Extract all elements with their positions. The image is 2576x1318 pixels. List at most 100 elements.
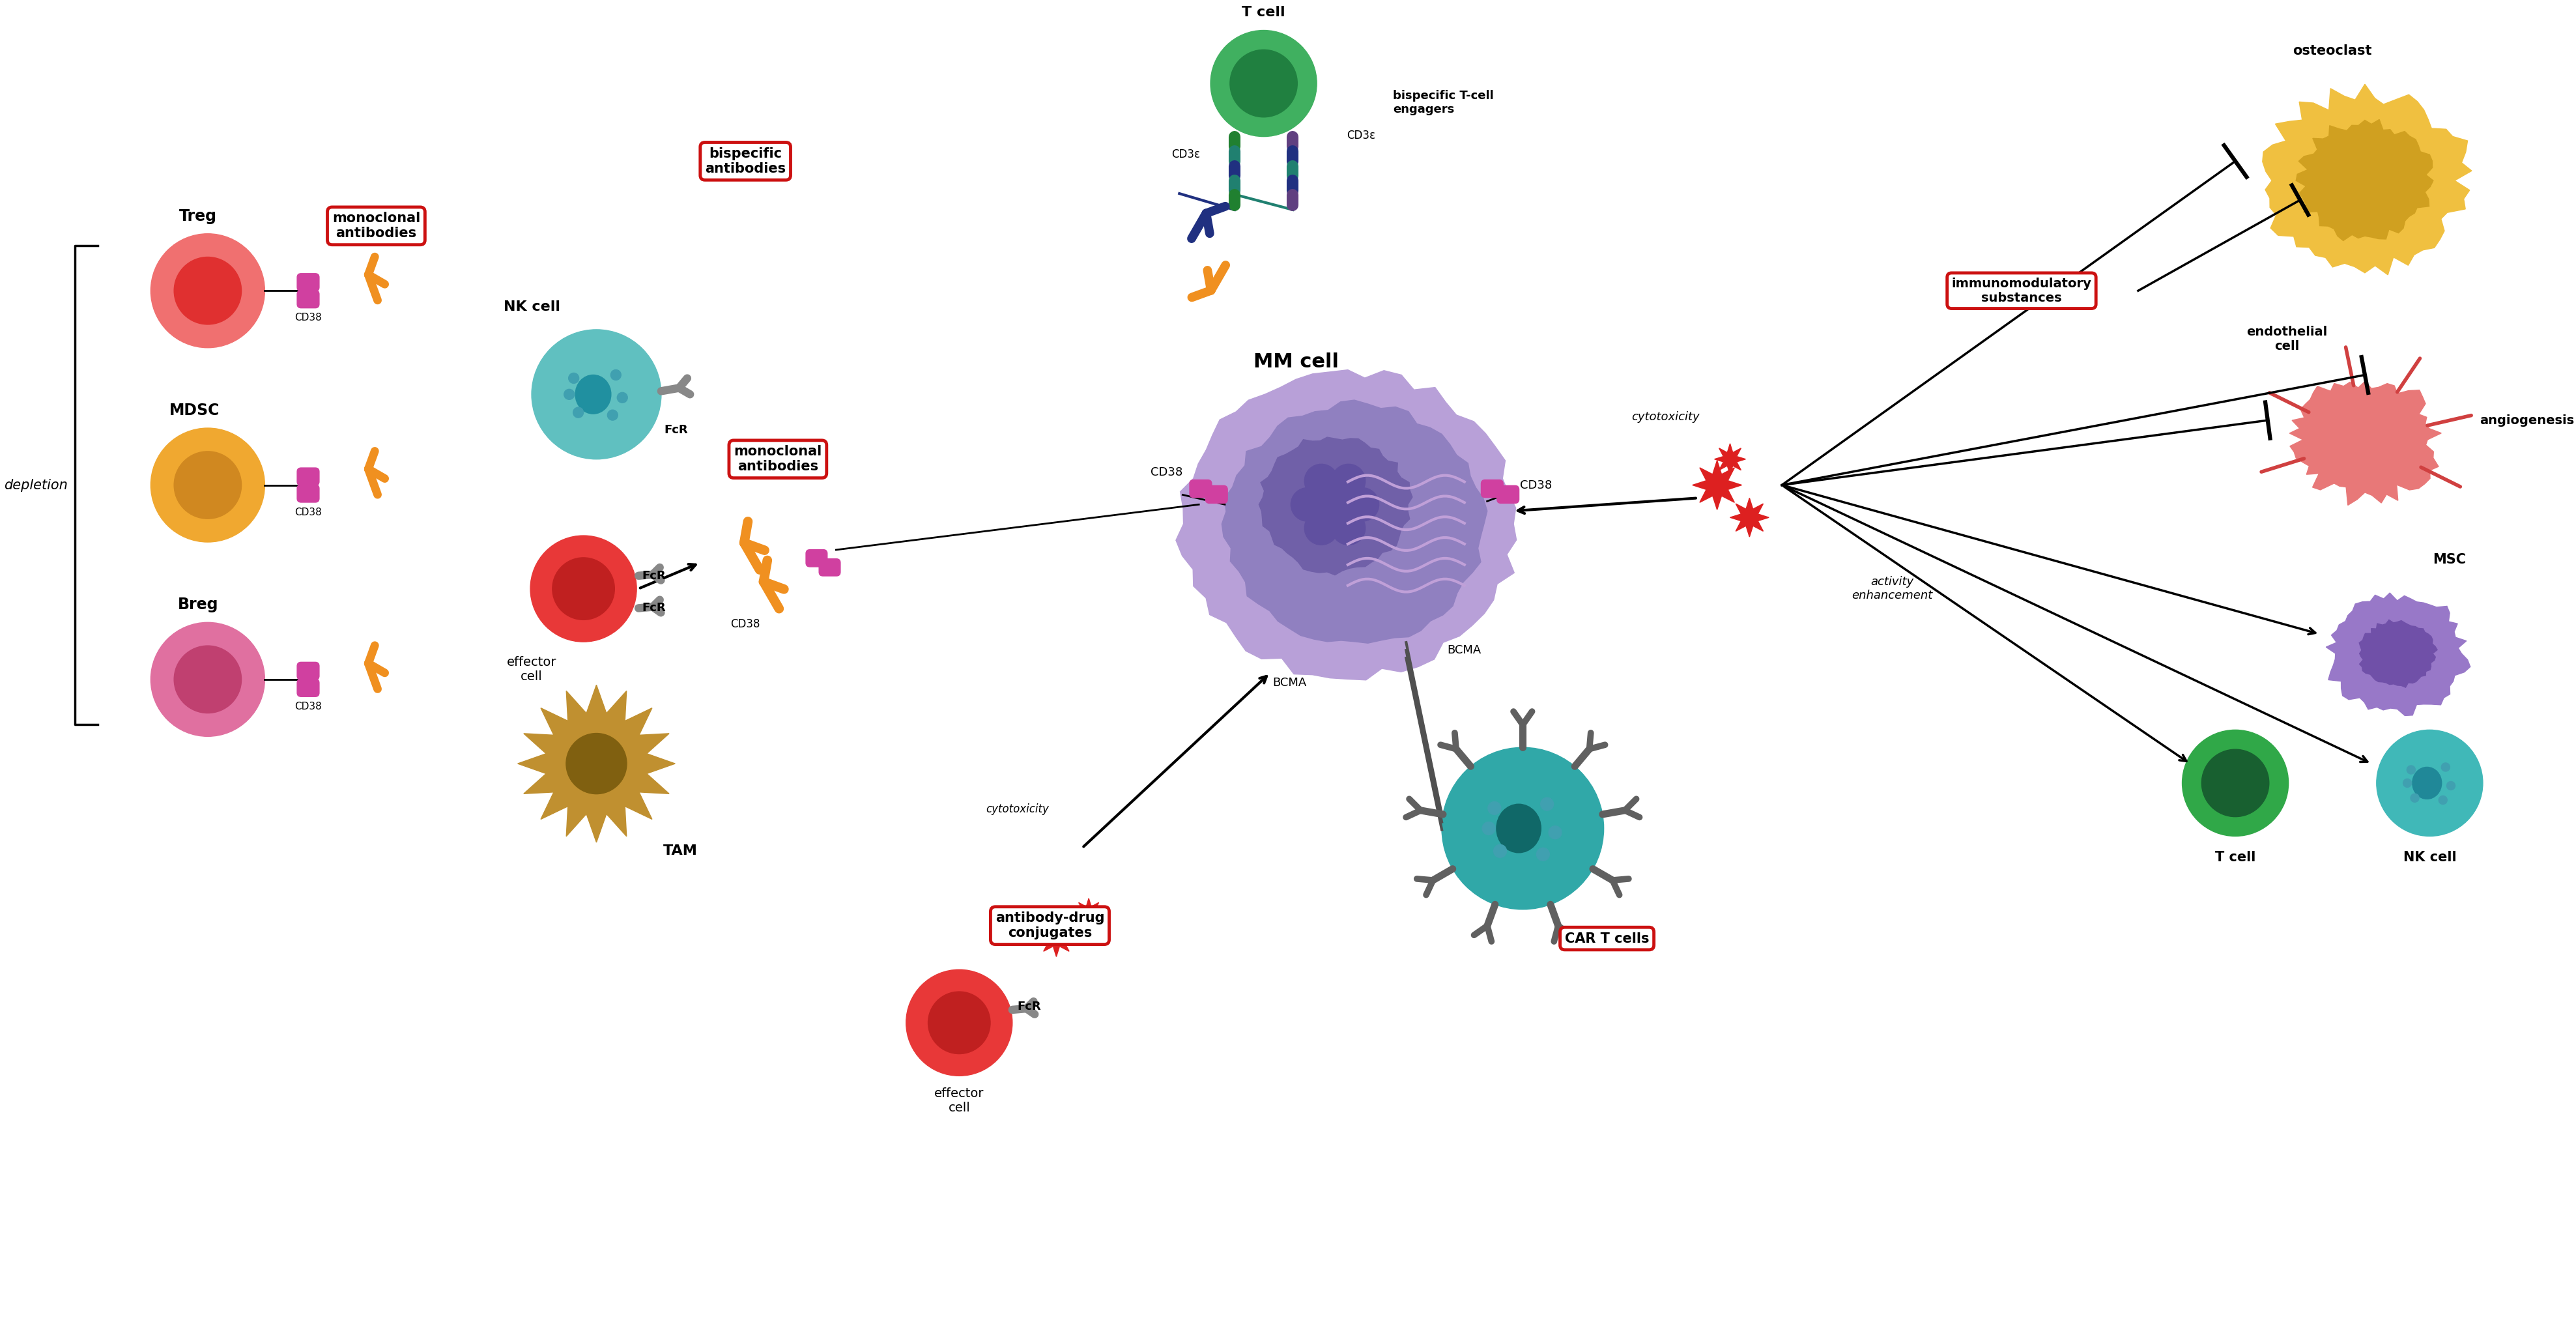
Circle shape bbox=[1332, 464, 1365, 498]
Text: CAR T cells: CAR T cells bbox=[1564, 932, 1649, 945]
Text: CD3ε: CD3ε bbox=[1172, 149, 1200, 161]
Text: FcR: FcR bbox=[641, 602, 665, 614]
Text: bispecific
antibodies: bispecific antibodies bbox=[706, 148, 786, 175]
Text: angiogenesis: angiogenesis bbox=[2481, 414, 2573, 427]
Text: T cell: T cell bbox=[1242, 5, 1285, 18]
Circle shape bbox=[2439, 796, 2447, 804]
Text: CD38: CD38 bbox=[294, 314, 322, 323]
Circle shape bbox=[569, 373, 580, 384]
Text: immunomodulatory
substances: immunomodulatory substances bbox=[1953, 277, 2092, 304]
Circle shape bbox=[1548, 826, 1561, 840]
Polygon shape bbox=[1716, 444, 1747, 474]
Circle shape bbox=[1321, 490, 1350, 519]
Circle shape bbox=[567, 733, 626, 793]
Polygon shape bbox=[2262, 84, 2473, 275]
Circle shape bbox=[1229, 50, 1298, 117]
Circle shape bbox=[608, 410, 618, 420]
Circle shape bbox=[1494, 845, 1507, 858]
Polygon shape bbox=[2290, 381, 2442, 505]
Circle shape bbox=[2447, 782, 2455, 789]
FancyBboxPatch shape bbox=[296, 662, 319, 680]
Polygon shape bbox=[1260, 438, 1412, 575]
Polygon shape bbox=[1221, 401, 1486, 643]
Circle shape bbox=[1211, 30, 1316, 137]
FancyBboxPatch shape bbox=[1481, 480, 1504, 497]
Circle shape bbox=[2403, 779, 2411, 787]
Circle shape bbox=[2378, 730, 2483, 836]
Circle shape bbox=[1303, 464, 1337, 498]
Ellipse shape bbox=[574, 374, 611, 414]
Text: FcR: FcR bbox=[665, 424, 688, 436]
Circle shape bbox=[2202, 750, 2269, 817]
Text: MM cell: MM cell bbox=[1255, 352, 1340, 372]
Ellipse shape bbox=[2411, 767, 2442, 799]
FancyBboxPatch shape bbox=[1190, 480, 1211, 497]
Polygon shape bbox=[2326, 593, 2470, 716]
Text: cytotoxicity: cytotoxicity bbox=[1631, 411, 1700, 423]
Text: CD38: CD38 bbox=[294, 507, 322, 517]
Circle shape bbox=[175, 646, 242, 713]
FancyBboxPatch shape bbox=[1497, 485, 1520, 503]
FancyBboxPatch shape bbox=[296, 679, 319, 697]
Text: activity
enhancement: activity enhancement bbox=[1852, 576, 1932, 601]
FancyBboxPatch shape bbox=[806, 550, 827, 567]
Text: CD38: CD38 bbox=[1151, 467, 1182, 478]
Circle shape bbox=[1345, 488, 1378, 522]
Text: NK cell: NK cell bbox=[2403, 851, 2458, 865]
Circle shape bbox=[2406, 766, 2416, 774]
Circle shape bbox=[1443, 747, 1605, 909]
Circle shape bbox=[2411, 793, 2419, 803]
Polygon shape bbox=[1692, 460, 1741, 510]
Text: effector
cell: effector cell bbox=[935, 1087, 984, 1114]
Text: CD3ε: CD3ε bbox=[1347, 129, 1376, 141]
Circle shape bbox=[152, 622, 265, 737]
Text: monoclonal
antibodies: monoclonal antibodies bbox=[332, 212, 420, 240]
Polygon shape bbox=[1175, 370, 1517, 680]
Text: MSC: MSC bbox=[2432, 554, 2465, 565]
Circle shape bbox=[531, 535, 636, 642]
FancyBboxPatch shape bbox=[1206, 485, 1229, 503]
Circle shape bbox=[1481, 822, 1494, 834]
Text: MDSC: MDSC bbox=[170, 403, 219, 418]
Text: BCMA: BCMA bbox=[1448, 645, 1481, 656]
Text: cytotoxicity: cytotoxicity bbox=[987, 803, 1048, 815]
Circle shape bbox=[531, 330, 662, 459]
Text: FcR: FcR bbox=[1018, 1000, 1041, 1012]
FancyBboxPatch shape bbox=[819, 559, 840, 576]
Text: NK cell: NK cell bbox=[502, 301, 559, 314]
Text: monoclonal
antibodies: monoclonal antibodies bbox=[734, 445, 822, 473]
Text: BCMA: BCMA bbox=[1273, 676, 1306, 688]
Circle shape bbox=[175, 257, 242, 324]
Text: depletion: depletion bbox=[5, 478, 67, 492]
Circle shape bbox=[1291, 488, 1324, 522]
Circle shape bbox=[2442, 763, 2450, 771]
Text: effector
cell: effector cell bbox=[507, 656, 556, 683]
FancyBboxPatch shape bbox=[296, 485, 319, 502]
Text: bispecific T-cell
engagers: bispecific T-cell engagers bbox=[1394, 90, 1494, 116]
Text: CD38: CD38 bbox=[294, 701, 322, 712]
Polygon shape bbox=[1731, 498, 1770, 536]
Circle shape bbox=[152, 233, 265, 348]
Circle shape bbox=[564, 389, 574, 399]
Circle shape bbox=[2182, 730, 2287, 836]
Text: CD38: CD38 bbox=[732, 618, 760, 630]
Circle shape bbox=[611, 370, 621, 380]
Circle shape bbox=[175, 451, 242, 519]
FancyBboxPatch shape bbox=[296, 274, 319, 291]
Circle shape bbox=[1303, 511, 1337, 544]
Circle shape bbox=[1332, 511, 1365, 544]
Text: FcR: FcR bbox=[641, 569, 665, 581]
Text: endothelial
cell: endothelial cell bbox=[2246, 326, 2329, 353]
Polygon shape bbox=[1074, 899, 1103, 927]
Circle shape bbox=[152, 428, 265, 542]
Polygon shape bbox=[518, 685, 675, 842]
Circle shape bbox=[551, 558, 616, 619]
Text: TAM: TAM bbox=[665, 845, 698, 858]
FancyBboxPatch shape bbox=[296, 290, 319, 308]
Ellipse shape bbox=[1497, 804, 1540, 853]
Polygon shape bbox=[1038, 920, 1074, 957]
Circle shape bbox=[907, 970, 1012, 1075]
Text: CD38: CD38 bbox=[1520, 480, 1551, 490]
Text: Treg: Treg bbox=[180, 208, 216, 224]
Text: osteoclast: osteoclast bbox=[2293, 45, 2372, 58]
